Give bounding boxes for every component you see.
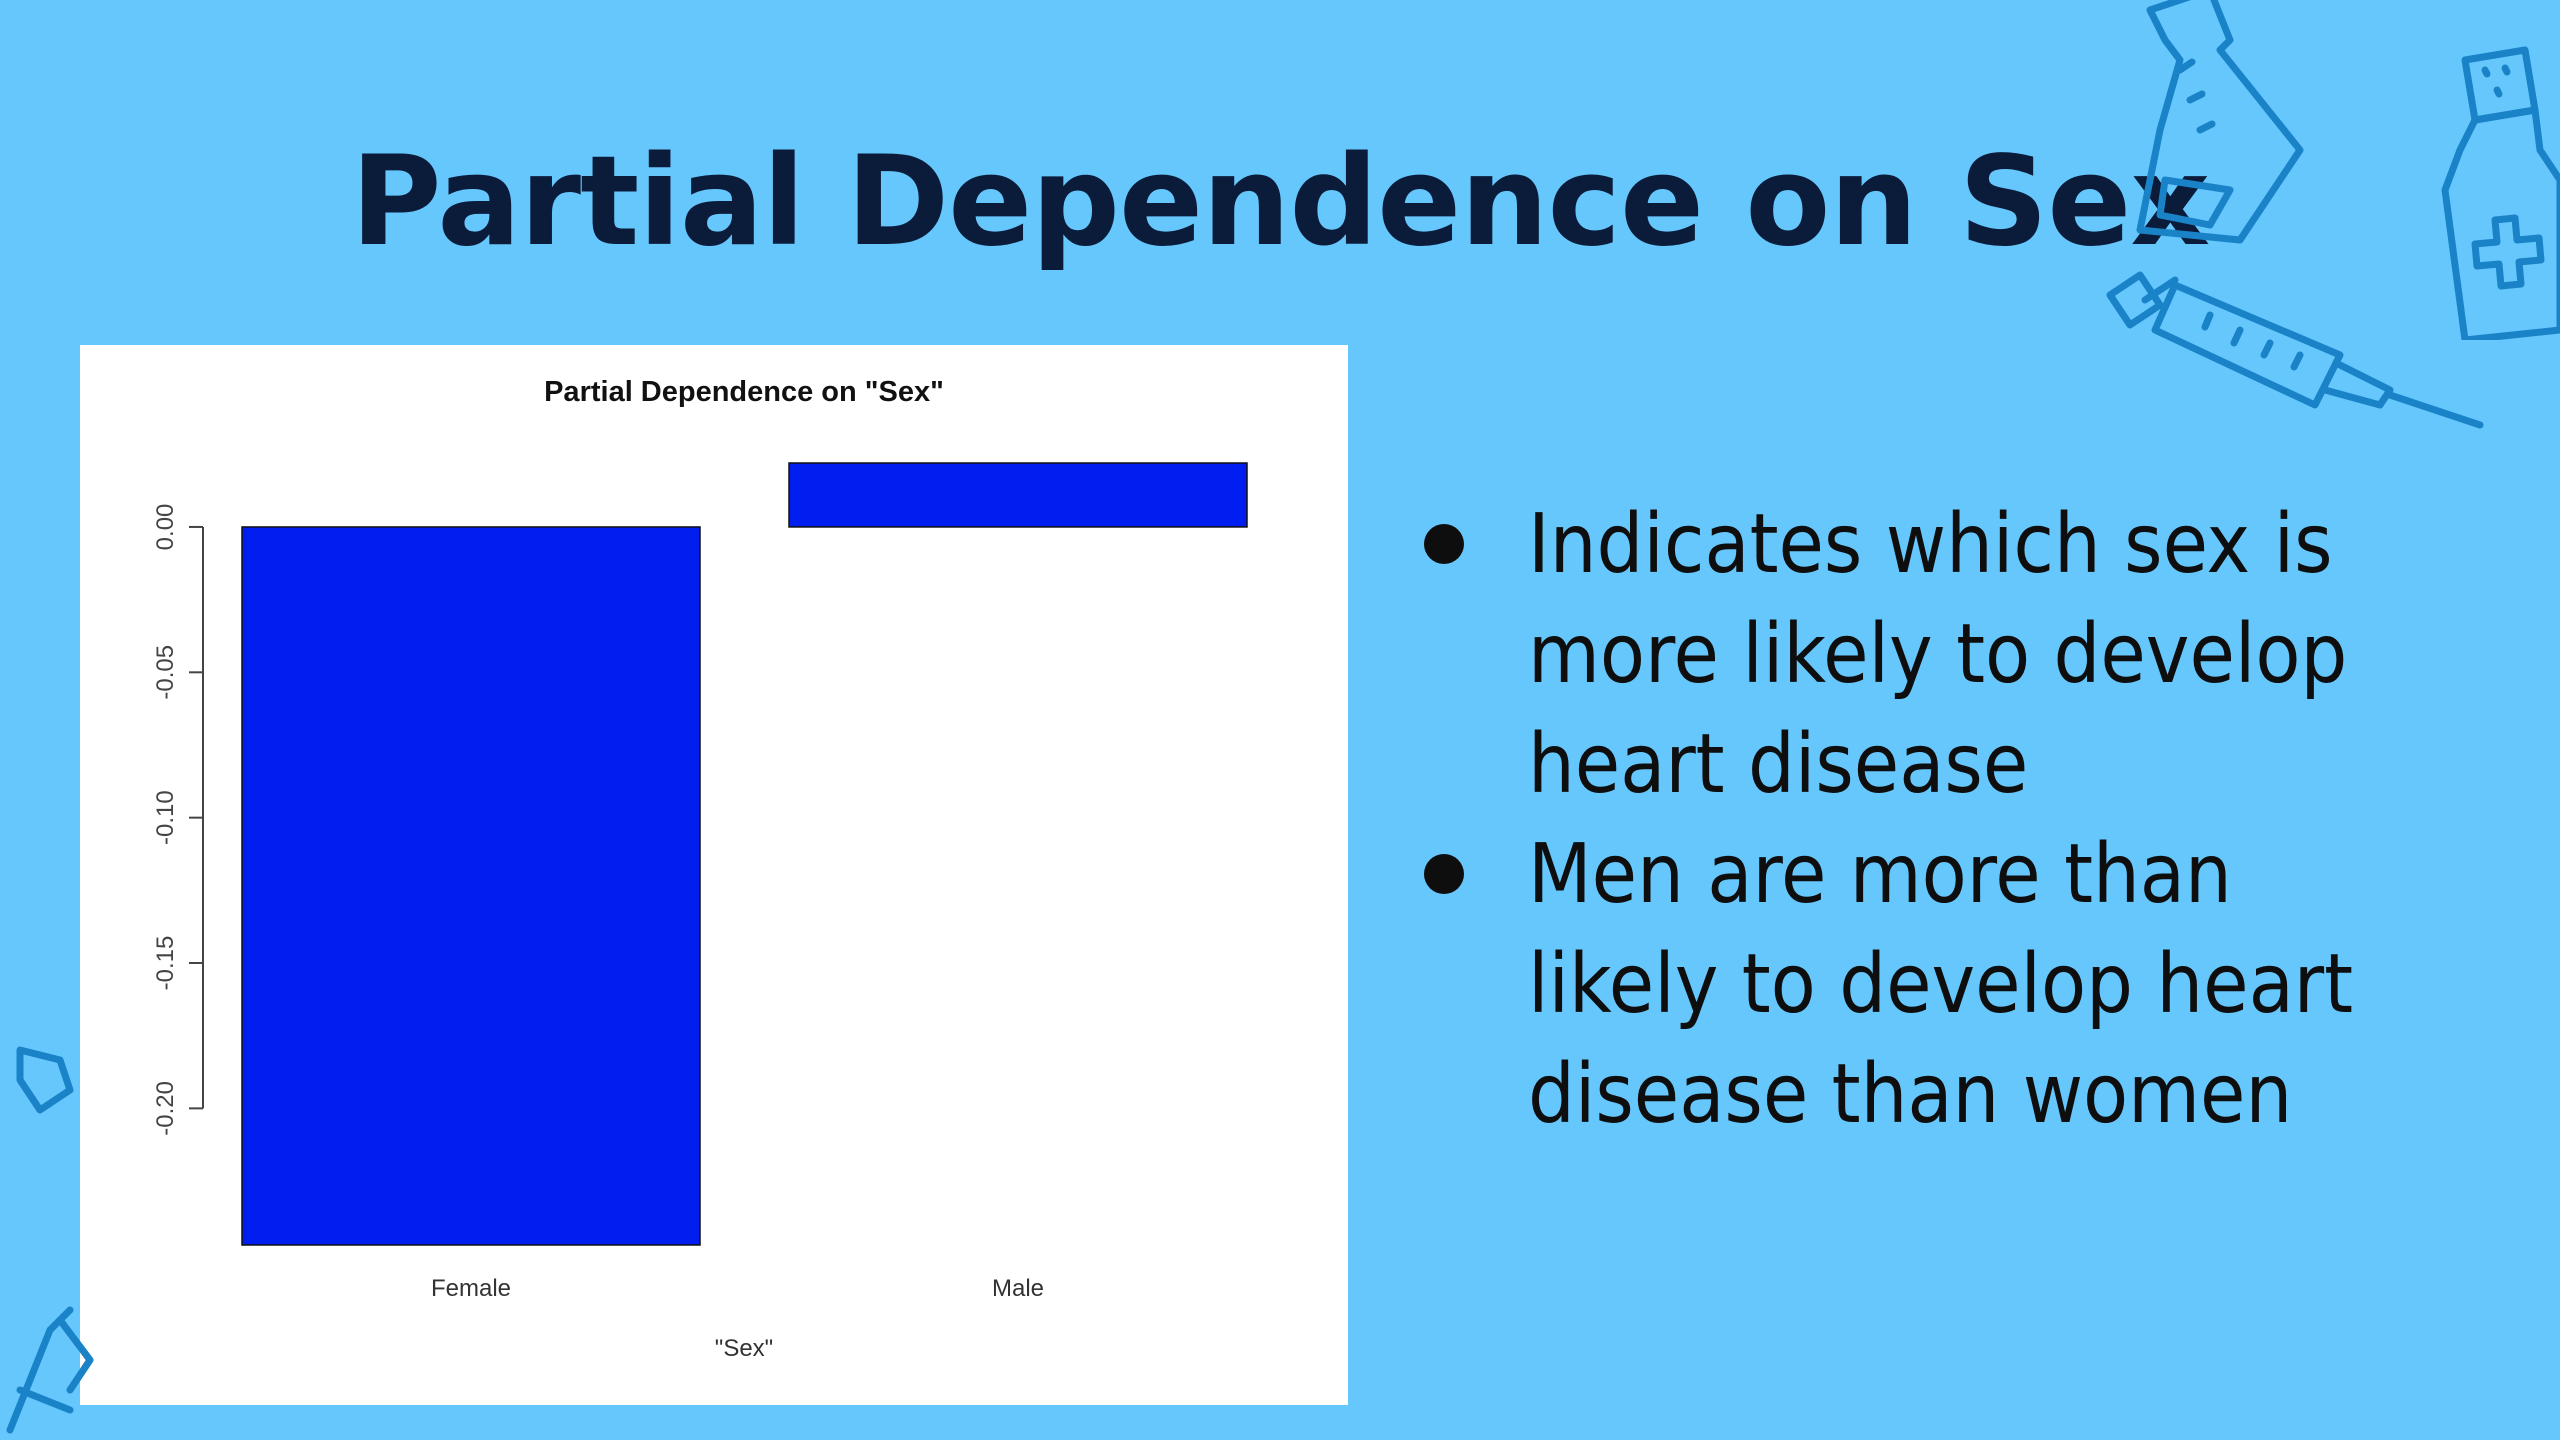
bullet-item: Indicates which sex is more likely to de… [1420, 490, 2420, 820]
bar-female [241, 526, 701, 1246]
y-tick-label: -0.05 [152, 645, 179, 700]
chart-panel: Partial Dependence on "Sex" 0.00 -0.05 -0.… [80, 345, 1348, 1405]
bullet-list: Indicates which sex is more likely to de… [1420, 490, 2420, 1150]
bullet-text: Indicates which sex is more likely to de… [1528, 497, 2348, 812]
x-tick-label: Male [992, 1275, 1044, 1302]
bullet-text: Men are more than likely to develop hear… [1528, 827, 2354, 1142]
syringe-icon [2106, 271, 2484, 429]
bullet-dot [1424, 524, 1464, 564]
x-axis-label: "Sex" [715, 1335, 773, 1362]
y-axis: 0.00 -0.05 -0.10 -0.15 -0.20 [152, 504, 204, 1136]
medicine-bottle-icon [2441, 46, 2560, 340]
y-tick-label: 0.00 [152, 504, 179, 551]
bullet-dot [1424, 854, 1464, 894]
x-tick-labels: Female Male [431, 1275, 1044, 1302]
bullet-item: Men are more than likely to develop hear… [1420, 820, 2420, 1150]
flask-icon [2136, 0, 2304, 244]
chart-title: Partial Dependence on "Sex" [544, 376, 944, 408]
bars [241, 462, 1248, 1246]
x-tick-label: Female [431, 1275, 511, 1302]
slide-title: Partial Dependence on Sex [350, 130, 2211, 274]
y-tick-label: -0.10 [152, 790, 179, 845]
bottle-icon [6, 1046, 94, 1434]
partial-dependence-chart: Partial Dependence on "Sex" 0.00 -0.05 -0.… [152, 376, 1248, 1362]
y-tick-label: -0.15 [152, 936, 179, 991]
bar-male [788, 462, 1248, 528]
y-tick-label: -0.20 [152, 1081, 179, 1136]
